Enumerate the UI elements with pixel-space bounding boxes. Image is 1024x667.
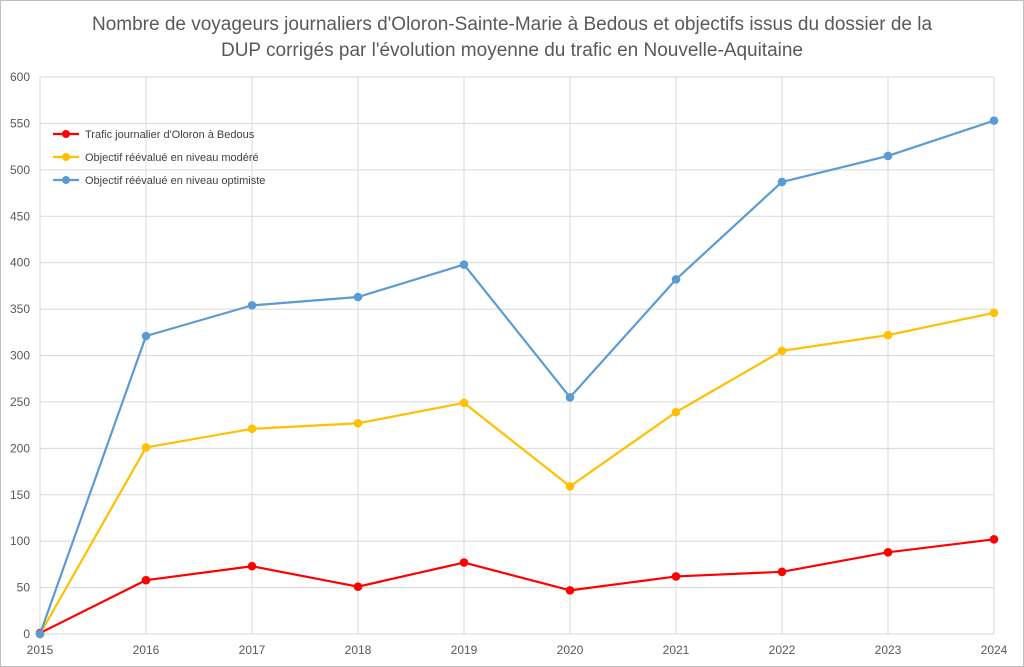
data-point — [141, 575, 151, 585]
series-line — [39, 311, 995, 635]
data-point — [777, 567, 787, 577]
x-tick-label: 2020 — [557, 643, 584, 657]
series-line — [38, 119, 995, 635]
y-tick-label: 50 — [17, 581, 31, 595]
y-tick-label: 100 — [10, 534, 30, 548]
x-tick-label: 2018 — [345, 643, 372, 657]
x-tick-label: 2019 — [451, 643, 478, 657]
chart-title: Nombre de voyageurs journaliers d'Oloron… — [60, 12, 964, 64]
y-tick-label: 500 — [10, 163, 30, 177]
data-point — [989, 116, 999, 125]
data-point — [989, 535, 999, 544]
data-point — [353, 582, 363, 591]
data-point — [883, 151, 893, 161]
data-point — [671, 407, 681, 417]
data-point — [671, 275, 681, 284]
legend-swatch-marker — [62, 176, 70, 184]
series-lines — [35, 116, 999, 639]
data-point — [459, 260, 469, 269]
grid-lines — [39, 76, 995, 635]
legend-label: Objectif réévalué en niveau modéré — [85, 152, 259, 164]
legend-swatch-marker — [62, 153, 70, 161]
data-point — [141, 443, 151, 452]
data-point — [353, 418, 363, 428]
x-tick-label: 2021 — [663, 643, 690, 657]
x-tick-label: 2016 — [133, 643, 160, 657]
y-tick-label: 450 — [10, 209, 30, 223]
data-point — [671, 572, 681, 581]
data-point — [141, 331, 151, 341]
x-tick-label: 2023 — [875, 643, 902, 657]
data-point — [989, 308, 999, 318]
data-point — [883, 330, 893, 340]
data-point — [883, 548, 893, 557]
data-point — [777, 177, 787, 187]
x-axis-ticks: 2015 2016 2017 2018 2019 2020 2021 2022 2023 2024 — [27, 643, 1008, 657]
data-point — [247, 424, 257, 434]
y-tick-label: 600 — [10, 70, 30, 84]
x-tick-label: 2015 — [27, 643, 54, 657]
y-tick-label: 400 — [10, 256, 30, 270]
legend: Trafic journalier d'Oloron à Bedous Objec… — [53, 129, 265, 187]
x-tick-label: 2022 — [769, 643, 796, 657]
y-tick-label: 550 — [10, 116, 30, 130]
data-point — [353, 292, 363, 302]
y-tick-label: 350 — [10, 302, 30, 316]
chart-title-line-2: DUP corrigés par l'évolution moyenne du … — [220, 40, 804, 61]
legend-label: Trafic journalier d'Oloron à Bedous — [85, 129, 255, 141]
chart-title-line-1: Nombre de voyageurs journaliers d'Oloron… — [91, 14, 933, 35]
legend-swatch-marker — [62, 130, 70, 138]
x-tick-label: 2017 — [239, 643, 266, 657]
data-point — [777, 346, 787, 356]
x-tick-label: 2024 — [981, 643, 1008, 657]
legend-label: Objectif réévalué en niveau optimiste — [85, 175, 265, 187]
y-tick-label: 150 — [10, 488, 30, 502]
series-line — [39, 538, 995, 635]
y-tick-label: 250 — [10, 395, 30, 409]
y-tick-label: 0 — [23, 627, 30, 641]
data-point — [247, 301, 257, 310]
data-point — [35, 629, 45, 639]
data-point — [247, 561, 257, 571]
data-point — [565, 482, 575, 491]
y-axis-ticks: 0 50 100 150 200 250 300 350 400 450 500 550 600 — [10, 70, 30, 641]
y-tick-label: 200 — [10, 441, 30, 455]
y-tick-label: 300 — [10, 349, 30, 363]
data-point — [565, 586, 575, 595]
data-point — [459, 398, 469, 408]
data-point — [459, 558, 469, 567]
data-point — [565, 392, 575, 402]
